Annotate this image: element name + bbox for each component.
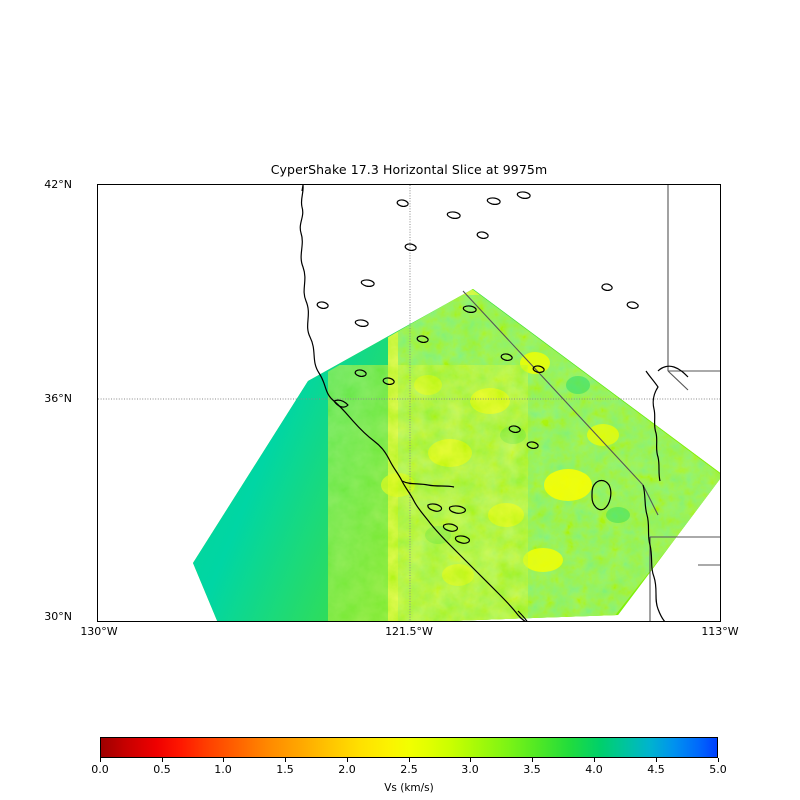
- colorbar-tick: [656, 758, 657, 762]
- colorbar-tick-label-1: 0.5: [153, 763, 171, 776]
- colorbar-tick-label-10: 5.0: [709, 763, 727, 776]
- x-tick-label-1215w: 121.5°W: [385, 625, 433, 638]
- colorbar-tick: [594, 758, 595, 762]
- colorbar-tick-label-2: 1.0: [214, 763, 232, 776]
- colorbar-tick: [409, 758, 410, 762]
- x-tick-label-130w: 130°W: [80, 625, 118, 638]
- colorbar-tick-label-8: 4.0: [585, 763, 603, 776]
- colorbar-tick-label-6: 3.0: [461, 763, 479, 776]
- colorbar-tick-label-3: 1.5: [276, 763, 294, 776]
- y-tick-label-30n: 30°N: [44, 610, 72, 623]
- colorbar-tick: [285, 758, 286, 762]
- colorbar-tick: [100, 758, 101, 762]
- colorbar-tick-label-9: 4.5: [647, 763, 665, 776]
- state-boundaries: [462, 185, 720, 621]
- page-title: CyperShake 17.3 Horizontal Slice at 9975…: [270, 162, 548, 177]
- velocity-model-map: [98, 185, 720, 621]
- colorbar-tick-label-7: 3.5: [523, 763, 541, 776]
- colorbar-tick: [470, 758, 471, 762]
- map-plot-area[interactable]: [97, 184, 721, 622]
- colorbar: [100, 737, 718, 758]
- colorbar-tick-label-4: 2.0: [338, 763, 356, 776]
- y-tick-label-36n: 36°N: [44, 392, 72, 405]
- map-clip-region: [98, 185, 720, 621]
- colorbar-tick: [347, 758, 348, 762]
- colorbar-tick-label-5: 2.5: [400, 763, 418, 776]
- colorbar-tick: [532, 758, 533, 762]
- x-tick-label-113w: 113°W: [701, 625, 739, 638]
- colorbar-tick-label-0: 0.0: [91, 763, 109, 776]
- y-tick-label-42n: 42°N: [44, 178, 72, 191]
- colorbar-title: Vs (km/s): [384, 782, 434, 794]
- map-graticule: [98, 185, 720, 621]
- colorbar-tick: [162, 758, 163, 762]
- colorbar-tick: [223, 758, 224, 762]
- colorbar-tick: [718, 758, 719, 762]
- coastline: [299, 185, 689, 621]
